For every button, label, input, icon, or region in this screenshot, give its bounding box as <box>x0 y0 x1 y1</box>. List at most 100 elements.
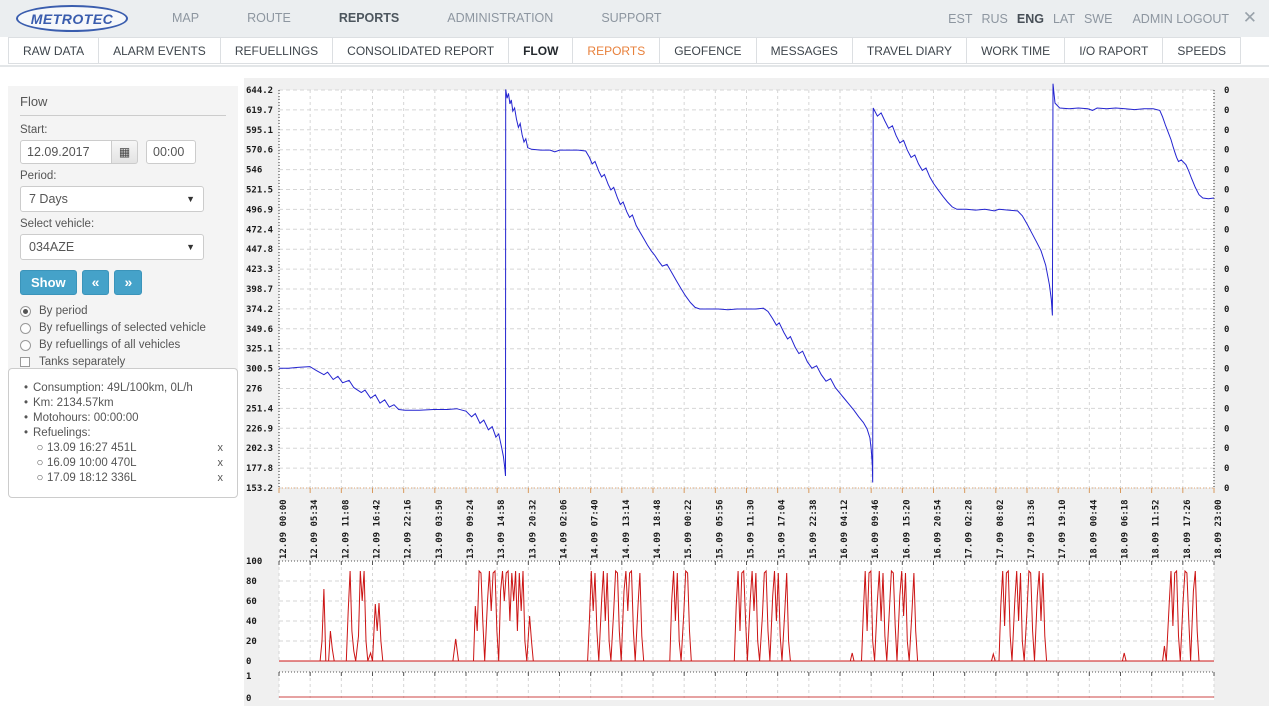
period-select[interactable]: 7 Days ▼ <box>20 186 204 212</box>
lang-eng[interactable]: ENG <box>1017 12 1044 26</box>
svg-text:14.09 13:14: 14.09 13:14 <box>622 499 632 559</box>
tab-refuellings[interactable]: REFUELLINGS <box>220 37 333 64</box>
svg-text:251.4: 251.4 <box>246 404 274 414</box>
svg-text:15.09 11:30: 15.09 11:30 <box>747 499 757 559</box>
period-label: Period: <box>20 170 226 182</box>
svg-text:15.09 22:38: 15.09 22:38 <box>809 499 819 559</box>
nav-item-reports[interactable]: REPORTS <box>315 0 423 37</box>
panel-divider <box>20 115 226 116</box>
svg-text:276: 276 <box>246 385 262 395</box>
refueling-row: ○ 17.09 18:12 336L x <box>33 472 225 484</box>
start-label: Start: <box>20 124 226 136</box>
nav-item-administration[interactable]: ADMINISTRATION <box>423 0 577 37</box>
svg-text:17.09 08:02: 17.09 08:02 <box>996 499 1006 559</box>
tab-work-time[interactable]: WORK TIME <box>966 37 1065 64</box>
svg-text:300.5: 300.5 <box>246 365 273 375</box>
svg-text:0: 0 <box>1224 345 1229 355</box>
svg-text:0: 0 <box>1224 265 1229 275</box>
svg-text:226.9: 226.9 <box>246 424 273 434</box>
svg-text:15.09 05:56: 15.09 05:56 <box>715 499 725 559</box>
tab-consolidated-report[interactable]: CONSOLIDATED REPORT <box>332 37 509 64</box>
vehicle-value: 034AZE <box>29 240 74 254</box>
svg-text:16.09 20:54: 16.09 20:54 <box>934 499 944 559</box>
radio-by-refuellings-all[interactable]: By refuellings of all vehicles <box>20 339 226 351</box>
svg-text:0: 0 <box>246 694 251 704</box>
svg-text:644.2: 644.2 <box>246 86 273 96</box>
radio-icon <box>20 340 31 351</box>
svg-text:153.2: 153.2 <box>246 484 273 494</box>
flow-chart-canvas: 644.20619.70595.10570.605460521.50496.90… <box>244 82 1265 706</box>
svg-text:18.09 00:44: 18.09 00:44 <box>1089 499 1099 559</box>
bullet-icon: • <box>19 397 33 409</box>
vehicle-select[interactable]: 034AZE ▼ <box>20 234 204 260</box>
refueling-entry: 17.09 18:12 336L <box>47 472 216 484</box>
remove-refueling-button[interactable]: x <box>216 472 226 484</box>
remove-refueling-button[interactable]: x <box>216 442 226 454</box>
next-period-button[interactable]: » <box>114 270 142 295</box>
svg-text:423.3: 423.3 <box>246 265 273 275</box>
svg-text:0: 0 <box>1224 186 1229 196</box>
tab-geofence[interactable]: GEOFENCE <box>659 37 756 64</box>
remove-refueling-button[interactable]: x <box>216 457 226 469</box>
tab-raw-data[interactable]: RAW DATA <box>8 37 99 64</box>
lang-swe[interactable]: SWE <box>1084 12 1112 26</box>
nav-item-map[interactable]: MAP <box>148 0 223 37</box>
tab-messages[interactable]: MESSAGES <box>756 37 853 64</box>
svg-text:13.09 14:58: 13.09 14:58 <box>497 499 507 559</box>
admin-logout-link[interactable]: ADMIN LOGOUT <box>1132 12 1229 26</box>
svg-text:12.09 16:42: 12.09 16:42 <box>373 499 383 559</box>
svg-text:18.09 17:26: 18.09 17:26 <box>1183 499 1193 559</box>
tab-speeds[interactable]: SPEEDS <box>1162 37 1241 64</box>
nav-item-support[interactable]: SUPPORT <box>577 0 685 37</box>
svg-text:0: 0 <box>1224 484 1229 494</box>
panel-title: Flow <box>20 94 226 109</box>
svg-text:521.5: 521.5 <box>246 186 273 196</box>
start-date-input[interactable] <box>20 140 112 164</box>
calendar-button[interactable]: ▦ <box>112 140 138 164</box>
period-value: 7 Days <box>29 192 68 206</box>
svg-text:546: 546 <box>246 166 262 176</box>
tab-alarm-events[interactable]: ALARM EVENTS <box>98 37 221 64</box>
svg-text:12.09 05:34: 12.09 05:34 <box>310 499 320 559</box>
main-nav: MAP ROUTE REPORTS ADMINISTRATION SUPPORT <box>148 0 686 37</box>
tab-reports[interactable]: REPORTS <box>572 37 660 64</box>
svg-text:0: 0 <box>1224 285 1229 295</box>
svg-text:17.09 02:28: 17.09 02:28 <box>965 499 975 559</box>
svg-text:12.09 22:16: 12.09 22:16 <box>404 499 414 559</box>
lang-rus[interactable]: RUS <box>981 12 1007 26</box>
svg-text:472.4: 472.4 <box>246 225 274 235</box>
close-icon[interactable]: ✕ <box>1243 8 1257 28</box>
svg-text:0: 0 <box>1224 365 1229 375</box>
checkbox-tanks-separately[interactable]: Tanks separately <box>20 356 226 368</box>
radio-by-refuellings-selected[interactable]: By refuellings of selected vehicle <box>20 322 226 334</box>
svg-text:496.9: 496.9 <box>246 205 273 215</box>
svg-text:40: 40 <box>246 617 257 627</box>
lang-est[interactable]: EST <box>948 12 972 26</box>
svg-text:17.09 13:36: 17.09 13:36 <box>1027 499 1037 559</box>
prev-period-button[interactable]: « <box>82 270 110 295</box>
svg-text:80: 80 <box>246 577 257 587</box>
circle-bullet-icon: ○ <box>33 457 47 469</box>
svg-text:16.09 15:20: 16.09 15:20 <box>902 499 912 559</box>
tab-io-raport[interactable]: I/O RAPORT <box>1064 37 1163 64</box>
start-time-input[interactable] <box>146 140 196 164</box>
trip-summary-panel: • Consumption: 49L/100km, 0L/h • Km: 213… <box>8 368 238 498</box>
lang-lat[interactable]: LAT <box>1053 12 1075 26</box>
summary-refuelings-label: • Refuelings: <box>19 427 225 439</box>
svg-text:325.1: 325.1 <box>246 345 273 355</box>
svg-text:13.09 03:50: 13.09 03:50 <box>435 499 445 559</box>
svg-text:12.09 11:08: 12.09 11:08 <box>341 499 351 559</box>
show-button[interactable]: Show <box>20 270 77 295</box>
top-right-controls: EST RUS ENG LAT SWE ADMIN LOGOUT <box>948 0 1229 37</box>
svg-text:0: 0 <box>1224 225 1229 235</box>
svg-text:447.8: 447.8 <box>246 245 273 255</box>
svg-text:0: 0 <box>1224 205 1229 215</box>
tab-flow[interactable]: FLOW <box>508 37 573 64</box>
metrotec-logo[interactable]: METROTEC <box>16 5 128 32</box>
svg-text:14.09 07:40: 14.09 07:40 <box>591 499 601 559</box>
tab-travel-diary[interactable]: TRAVEL DIARY <box>852 37 967 64</box>
nav-item-route[interactable]: ROUTE <box>223 0 315 37</box>
svg-text:13.09 09:24: 13.09 09:24 <box>466 499 476 559</box>
radio-label: By period <box>39 305 88 317</box>
radio-by-period[interactable]: By period <box>20 305 226 317</box>
